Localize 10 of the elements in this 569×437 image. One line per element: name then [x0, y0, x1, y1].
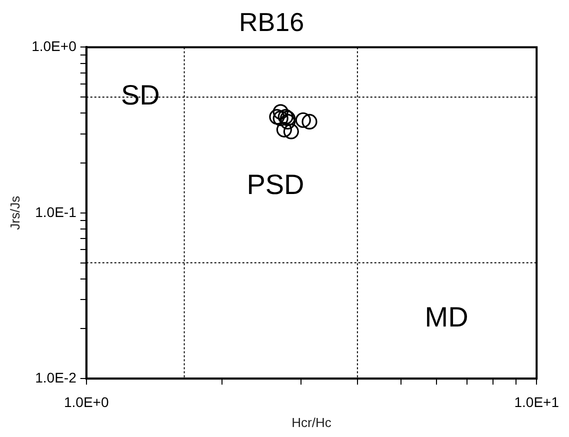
y-tick-label: 1.0E-1	[35, 204, 77, 220]
annotation: SD	[120, 80, 160, 111]
y-tick-label: 1.0E-2	[35, 369, 77, 386]
annotation: MD	[424, 302, 468, 333]
y-axis-title: Jrs/Js	[7, 195, 22, 230]
chart-title: RB16	[238, 6, 304, 37]
annotation: PSD	[246, 169, 304, 200]
x-axis-title: Hcr/Hc	[292, 414, 332, 430]
y-tick-label: 1.0E+0	[32, 38, 77, 54]
x-tick-label: 1.0E+1	[514, 394, 560, 410]
